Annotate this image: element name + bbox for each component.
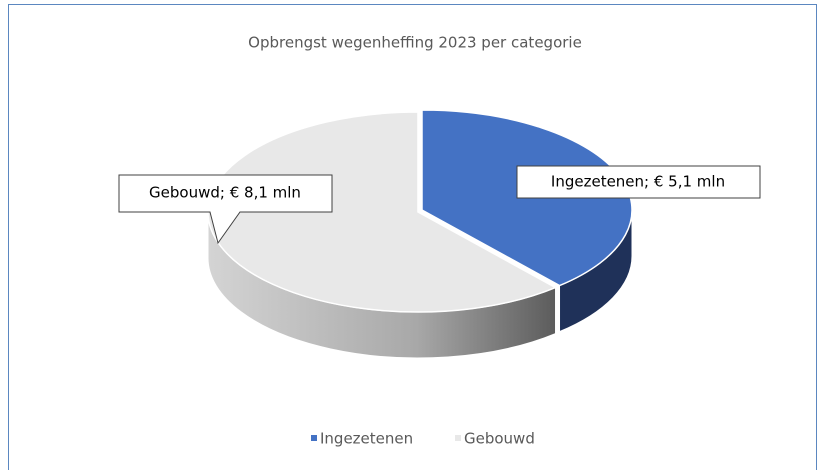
- data-label-box: [118, 174, 333, 245]
- chart-title: Opbrengst wegenheffing 2023 per categori…: [248, 34, 582, 52]
- legend-label: Ingezetenen: [320, 430, 413, 448]
- legend-swatch: [311, 435, 317, 441]
- legend-swatch: [455, 435, 461, 441]
- data-label: Ingezetenen; € 5,1 mln: [551, 173, 725, 191]
- data-label-box: [516, 165, 761, 199]
- data-label: Gebouwd; € 8,1 mln: [149, 184, 301, 202]
- legend-label: Gebouwd: [464, 430, 535, 448]
- slice: [207, 111, 558, 313]
